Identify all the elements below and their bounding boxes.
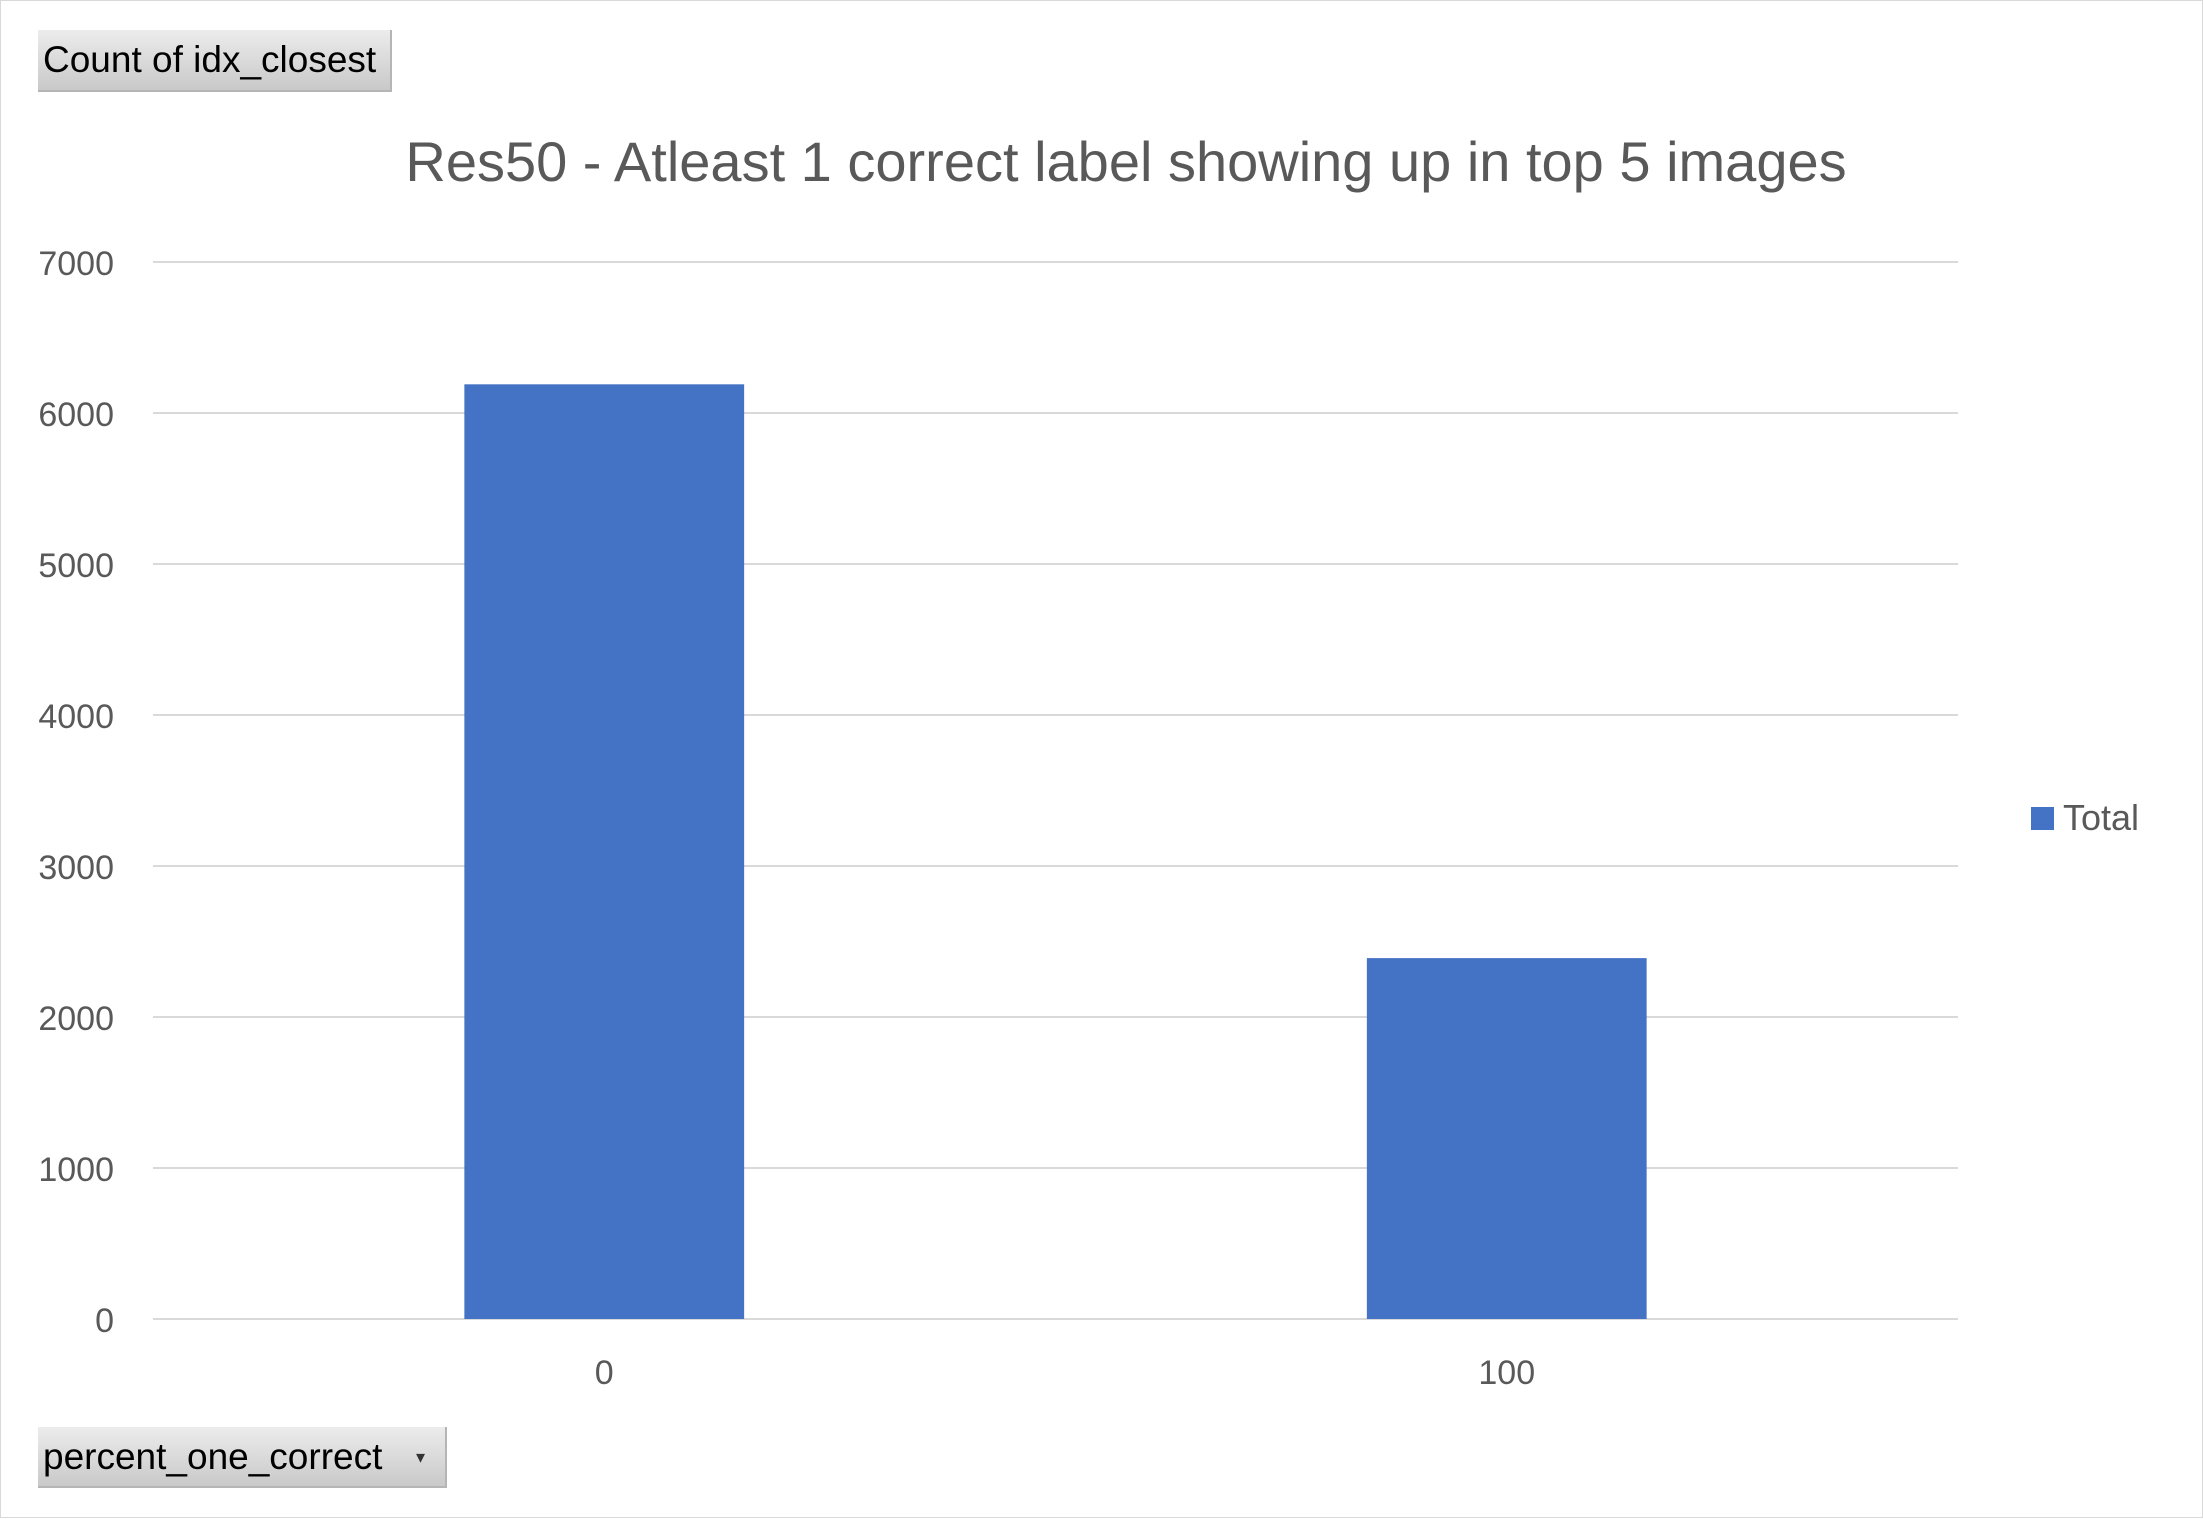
y-tick-label: 2000 [38,1000,114,1038]
legend[interactable]: Total [2031,797,2139,839]
y-tick-label: 5000 [38,547,114,585]
chevron-down-icon[interactable]: ▾ [415,1447,425,1467]
legend-swatch-total [2031,806,2054,830]
bar [464,384,745,1319]
y-tick-label: 1000 [38,1151,114,1189]
bar [1366,958,1647,1319]
y-tick-label: 4000 [38,698,114,736]
y-tick-label: 3000 [38,849,114,887]
y-tick-label: 7000 [38,245,114,283]
y-tick-label: 6000 [38,396,114,434]
legend-label-total: Total [2063,797,2140,838]
value-field-button[interactable]: Count of idx_closest [38,30,392,92]
chart-title: Res50 - Atleast 1 correct label showing … [405,130,1847,193]
axis-field-label: percent_one_correct [43,1436,383,1477]
x-tick-label: 100 [1478,1354,1535,1392]
value-field-label: Count of idx_closest [43,39,377,80]
axis-field-button[interactable]: percent_one_correct ▾ [38,1427,447,1488]
y-tick-label: 0 [95,1302,114,1340]
x-tick-label: 0 [595,1354,614,1392]
